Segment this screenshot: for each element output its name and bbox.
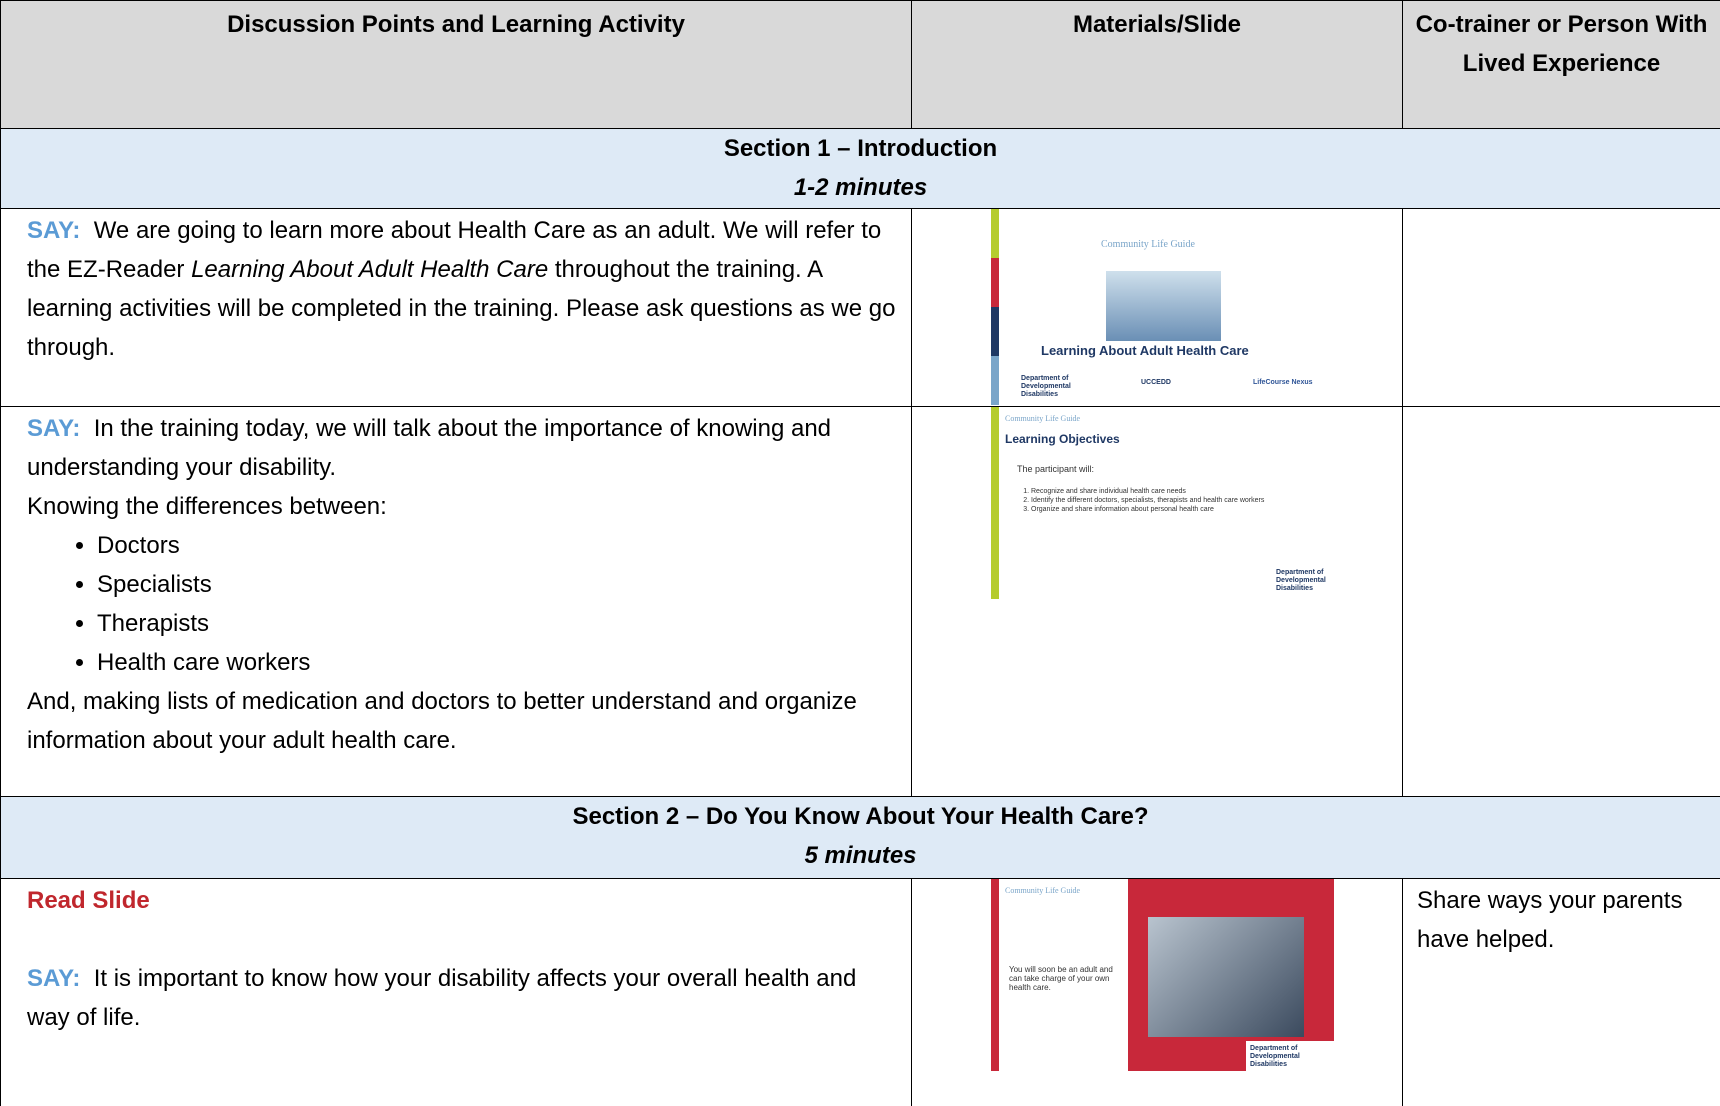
- text: We are going to learn more about Health …: [27, 217, 882, 283]
- list-item: Therapists: [97, 604, 901, 643]
- slide-lead: The participant will:: [1017, 464, 1095, 474]
- text: And, making lists of medication and doct…: [27, 688, 857, 754]
- row: Read Slide SAY: It is important to know h…: [0, 878, 1720, 1106]
- section-cell: Section 2 – Do You Know About Your Healt…: [0, 796, 1720, 879]
- say-label: SAY:: [27, 965, 81, 992]
- row: SAY: We are going to learn more about He…: [0, 208, 1720, 407]
- header-cell: Discussion Points and Learning Activity: [0, 0, 912, 129]
- section-cell: Section 1 – Introduction 1-2 minutes: [0, 128, 1720, 209]
- slide-cell: Community Life Guide You will soon be an…: [911, 878, 1403, 1106]
- action-label: Read Slide: [27, 887, 150, 914]
- slide-thumbnail: Community Life Guide Learning Objectives…: [991, 407, 1334, 599]
- section-duration: 1-2 minutes: [793, 174, 928, 201]
- slide-partner: UCCEDD: [1141, 379, 1171, 386]
- text: In the training today, we will talk abou…: [27, 415, 832, 481]
- say-label: SAY:: [27, 415, 81, 442]
- slide-title: Learning Objectives: [1005, 432, 1120, 446]
- slide-partner: LifeCourse Nexus: [1253, 379, 1313, 386]
- cotrainer-cell: Share ways your parents have helped.: [1402, 878, 1720, 1106]
- section-row: Section 2 – Do You Know About Your Healt…: [0, 796, 1720, 879]
- text: throughout the training. A learning acti…: [27, 256, 896, 361]
- slide-cell: Community Life Guide Learning About Adul…: [911, 208, 1403, 407]
- slide-cell: Community Life Guide Learning Objectives…: [911, 406, 1403, 797]
- discussion-cell: SAY: In the training today, we will talk…: [0, 406, 912, 797]
- slide-text: You will soon be an adult and can take c…: [1009, 965, 1113, 992]
- slide-thumbnail: Community Life Guide Learning About Adul…: [991, 209, 1334, 405]
- header-cell: Materials/Slide: [911, 0, 1403, 129]
- slide-dept: Department of Developmental Disabilities: [1021, 375, 1071, 398]
- cotrainer-text: Share ways your parents have helped.: [1417, 887, 1683, 953]
- text: Knowing the differences between:: [27, 493, 387, 520]
- slide-brand: Community Life Guide: [1005, 414, 1081, 423]
- cotrainer-cell: [1402, 208, 1720, 407]
- section-title: Section 2 – Do You Know About Your Healt…: [572, 803, 1149, 830]
- list-item: Organize and share information about per…: [1031, 505, 1301, 514]
- discussion-cell: SAY: We are going to learn more about He…: [0, 208, 912, 407]
- list-item: Specialists: [97, 565, 901, 604]
- slide-brand: Community Life Guide: [1101, 239, 1195, 250]
- header-row: Discussion Points and Learning Activity …: [0, 0, 1720, 129]
- slide-list: Recognize and share individual health ca…: [1017, 487, 1301, 514]
- list-item: Identify the different doctors, speciali…: [1031, 496, 1301, 505]
- list-item: Health care workers: [97, 643, 901, 682]
- say-label: SAY:: [27, 217, 81, 244]
- discussion-cell: Read Slide SAY: It is important to know h…: [0, 878, 912, 1106]
- list-item: Doctors: [97, 526, 901, 565]
- text-italic: Learning About Adult Health Care: [191, 256, 549, 283]
- row: SAY: In the training today, we will talk…: [0, 406, 1720, 797]
- cotrainer-cell: [1402, 406, 1720, 797]
- section-row: Section 1 – Introduction 1-2 minutes: [0, 128, 1720, 209]
- bullet-list: DoctorsSpecialistsTherapistsHealth care …: [27, 526, 901, 682]
- slide-brand: Community Life Guide: [1005, 886, 1081, 895]
- slide-thumbnail: Community Life Guide You will soon be an…: [991, 879, 1334, 1071]
- text: It is important to know how your disabil…: [27, 965, 857, 1031]
- slide-photo: [1148, 917, 1304, 1037]
- slide-photo: [1106, 271, 1221, 341]
- section-title: Section 1 – Introduction: [723, 135, 998, 162]
- slide-dept: Department of Developmental Disabilities: [1246, 1041, 1334, 1071]
- list-item: Recognize and share individual health ca…: [1031, 487, 1301, 496]
- header-cell: Co-trainer or Person With Lived Experien…: [1402, 0, 1720, 129]
- slide-dept: Department of Developmental Disabilities: [1276, 569, 1326, 592]
- section-duration: 5 minutes: [804, 842, 917, 869]
- slide-title: Learning About Adult Health Care: [1041, 343, 1249, 358]
